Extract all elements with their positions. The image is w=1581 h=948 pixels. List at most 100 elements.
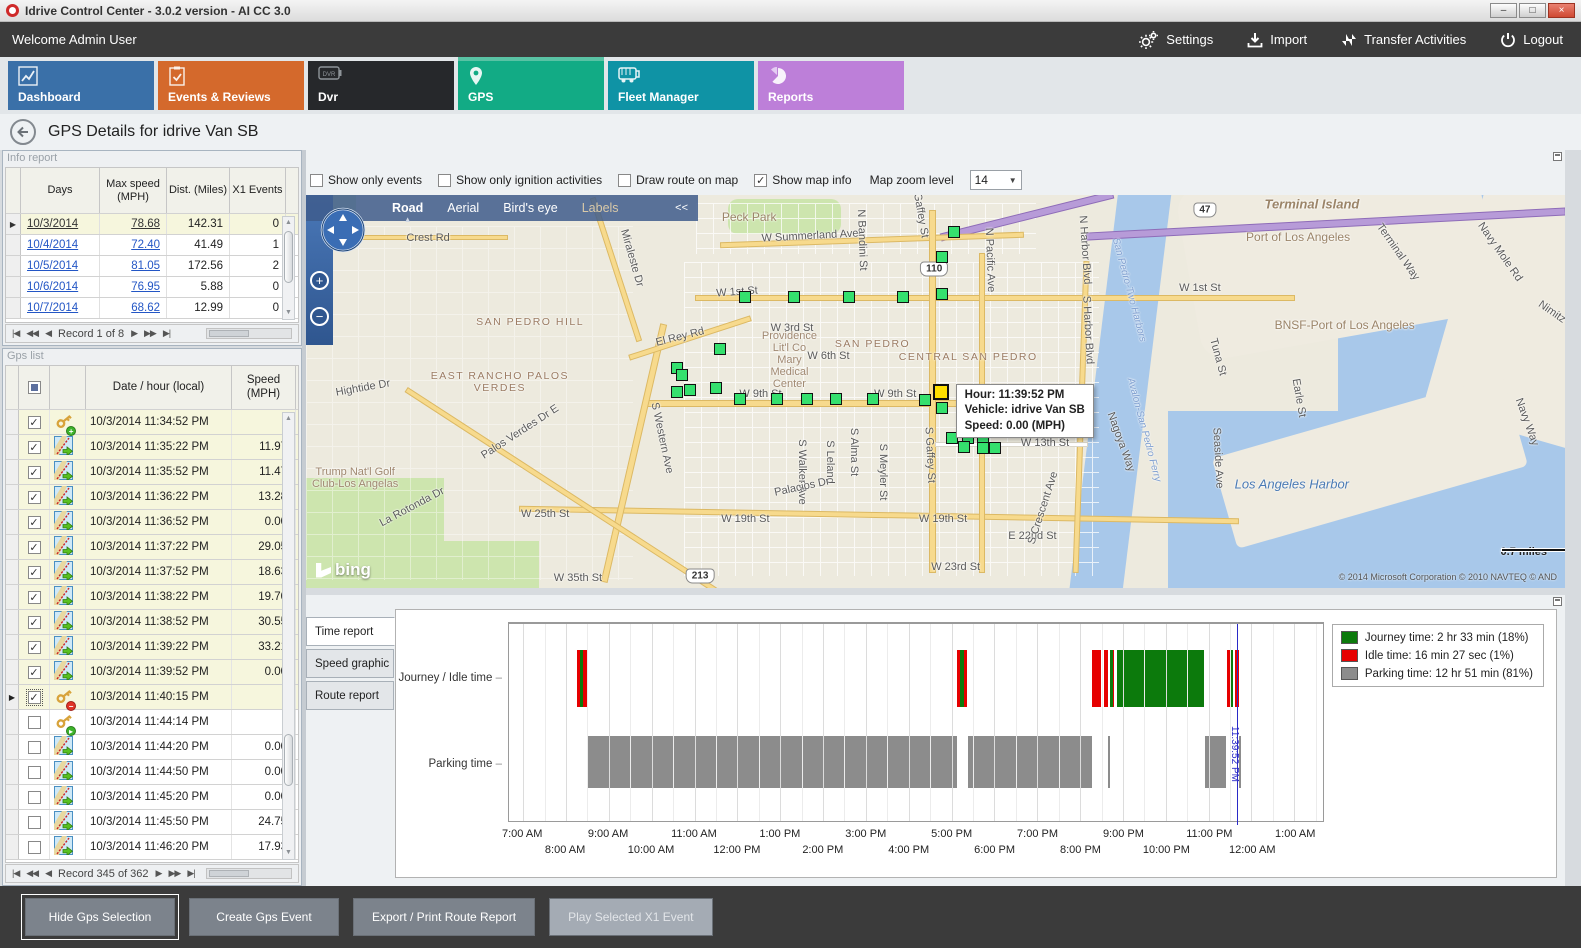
tab-reports[interactable]: Reports [758,61,904,110]
gps-point-marker[interactable] [948,225,961,238]
tab-gps[interactable]: GPS [458,61,604,110]
gps-row[interactable]: ✓ 10/3/2014 11:39:52 PM 0.00 [6,660,298,685]
gps-row[interactable]: ✓ 10/3/2014 11:38:22 PM 19.70 [6,585,298,610]
row-checkbox[interactable] [27,740,41,754]
next-record-button[interactable]: ▶ [155,868,163,878]
row-checkbox[interactable]: ✓ [27,415,41,429]
column-header-date[interactable]: Date / hour (local) [86,366,232,409]
day-link[interactable]: 10/7/2014 [27,302,79,314]
row-checkbox[interactable]: ✓ [27,615,41,629]
gps-point-marker[interactable] [896,291,909,304]
row-checkbox[interactable] [27,715,41,729]
tab-events-reviews[interactable]: Events & Reviews [158,61,304,110]
prev-record-button[interactable]: ◀ [45,868,52,878]
info-row[interactable]: 10/6/2014 76.95 5.88 0 [6,277,298,298]
gps-row[interactable]: ✓ 10/3/2014 11:36:52 PM 0.00 [6,510,298,535]
gps-row[interactable]: ✓ 10/3/2014 11:38:52 PM 30.55 [6,610,298,635]
row-checkbox[interactable]: ✓ [27,490,41,504]
info-row[interactable]: 10/7/2014 68.62 12.99 0 [6,298,298,319]
gps-row[interactable]: ▸ 10/3/2014 11:44:14 PM [6,710,298,736]
map-panel-maximize-icon[interactable] [1553,152,1562,161]
map-view-aerial[interactable]: Aerial [447,201,480,215]
row-checkbox[interactable]: ✓ [25,688,43,706]
prev-page-button[interactable]: ◀◀ [26,328,39,338]
max-speed-link[interactable]: 81.05 [131,260,160,272]
option-show-map-info[interactable]: ✓ Show map info [754,173,852,187]
first-record-button[interactable]: |◀ [12,868,20,878]
gps-row[interactable]: ✓ 10/3/2014 11:37:52 PM 18.63 [6,560,298,585]
selected-gps-point-marker[interactable] [932,383,949,400]
gps-row[interactable]: 10/3/2014 11:44:50 PM 0.00 [6,760,298,785]
gps-point-marker[interactable] [788,291,801,304]
gps-point-marker[interactable] [739,291,752,304]
zoom-out-button[interactable]: − [310,307,329,326]
gps-row[interactable]: ✓ 10/3/2014 11:37:22 PM 29.05 [6,535,298,560]
gps-point-marker[interactable] [988,442,1001,455]
day-link[interactable]: 10/5/2014 [27,260,79,272]
row-checkbox[interactable] [27,790,41,804]
column-header[interactable]: Max speed (MPH) [100,168,167,213]
gps-row[interactable]: ✓ +10/3/2014 11:34:52 PM [6,410,298,436]
last-record-button[interactable]: ▶| [162,328,171,338]
day-link[interactable]: 10/4/2014 [27,239,79,251]
map-view-labels[interactable]: Labels [581,201,619,215]
tab-fleet-manager[interactable]: Fleet Manager [608,61,754,110]
first-record-button[interactable]: |◀ [12,328,20,338]
gps-row[interactable]: ▶ ✓ −10/3/2014 11:40:15 PM [6,685,298,711]
prev-page-button[interactable]: ◀◀ [26,868,39,878]
column-header[interactable]: Days [21,168,100,213]
option-draw-route-on-map[interactable]: Draw route on map [618,173,738,187]
day-link[interactable]: 10/3/2014 [27,218,79,230]
gps-point-marker[interactable] [919,394,932,407]
column-header-speed[interactable]: Speed (MPH) [232,366,296,409]
gps-vertical-scrollbar[interactable]: ▲ ▼ [282,412,295,860]
max-speed-link[interactable]: 78.68 [131,218,160,230]
gps-point-marker[interactable] [830,392,843,405]
timeline-plot[interactable]: 11:39:52 PM [508,622,1324,825]
row-checkbox[interactable] [27,815,41,829]
maximize-button[interactable]: □ [1519,3,1546,18]
map-view-bird-s-eye[interactable]: Bird's eye [503,201,558,215]
row-checkbox[interactable]: ✓ [27,515,41,529]
tab-dvr[interactable]: DVR Dvr [308,61,454,110]
option-show-only-ignition-activities[interactable]: Show only ignition activities [438,173,602,187]
gps-point-marker[interactable] [935,251,948,264]
gps-horizontal-scrollbar[interactable] [206,868,292,879]
row-checkbox[interactable] [27,765,41,779]
info-vertical-scrollbar[interactable]: ▲ ▼ [282,216,295,320]
max-speed-link[interactable]: 68.62 [131,302,160,314]
gps-point-marker[interactable] [671,385,684,398]
info-row[interactable]: ▶ 10/3/2014 78.68 142.31 0 [6,214,298,235]
gps-row[interactable]: ✓ 10/3/2014 11:36:22 PM 13.28 [6,485,298,510]
gps-row[interactable]: 10/3/2014 11:44:20 PM 0.00 [6,735,298,760]
info-row[interactable]: 10/5/2014 81.05 172.56 2 [6,256,298,277]
info-row[interactable]: 10/4/2014 72.40 41.49 1 [6,235,298,256]
zoom-in-button[interactable]: + [310,271,329,290]
tab-dashboard[interactable]: Dashboard [8,61,154,110]
gps-point-marker[interactable] [977,442,990,455]
logout-action[interactable]: Logout [1500,32,1563,48]
gps-point-marker[interactable] [770,392,783,405]
day-link[interactable]: 10/6/2014 [27,281,79,293]
chart-panel-maximize-icon[interactable] [1553,597,1562,606]
gps-point-marker[interactable] [710,381,723,394]
row-checkbox[interactable]: ✓ [27,590,41,604]
close-button[interactable]: × [1548,3,1575,18]
hide-gps-selection-button[interactable]: Hide Gps Selection [21,894,179,940]
map-zoom-select[interactable]: 14 ▼ [969,170,1022,190]
export-print-route-report-button[interactable]: Export / Print Route Report [353,898,536,936]
next-page-button[interactable]: ▶▶ [144,328,157,338]
gps-row[interactable]: ✓ 10/3/2014 11:39:22 PM 33.21 [6,635,298,660]
map-view-road[interactable]: Road [392,201,423,215]
gps-row[interactable]: ✓ 10/3/2014 11:35:22 PM 11.97 [6,435,298,460]
panel-splitter[interactable] [302,150,306,886]
last-record-button[interactable]: ▶| [187,868,195,878]
gps-point-marker[interactable] [935,402,948,414]
max-speed-link[interactable]: 76.95 [131,281,160,293]
column-header[interactable]: Dist. (Miles) [167,168,230,213]
max-speed-link[interactable]: 72.40 [131,239,160,251]
gps-row[interactable]: ✓ 10/3/2014 11:35:52 PM 11.47 [6,460,298,485]
gps-point-marker[interactable] [801,392,814,405]
minimize-button[interactable]: – [1490,3,1517,18]
row-checkbox[interactable]: ✓ [27,565,41,579]
